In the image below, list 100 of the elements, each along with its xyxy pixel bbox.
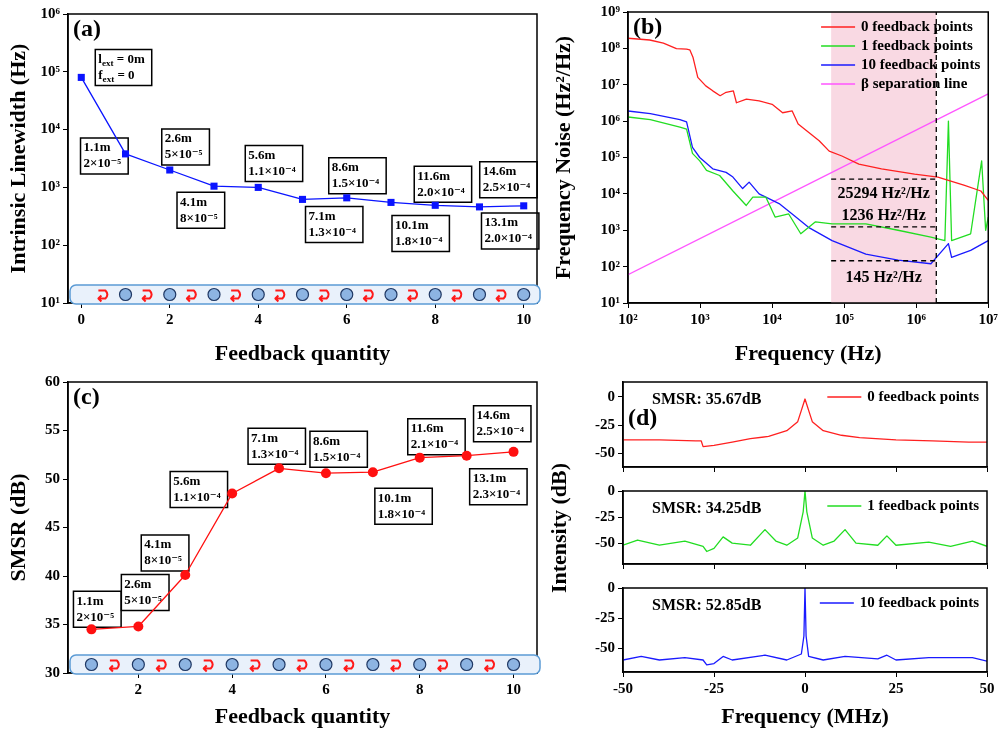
annotation: 11.6m 2.1×10⁻⁴ (410, 420, 459, 452)
annotation: 5.6m 1.1×10⁻⁴ (173, 472, 221, 504)
x-axis-title: Feedback quantity (214, 703, 391, 729)
y-tick-label: 10³ (600, 221, 621, 238)
annotation: 2.6m 5×10⁻⁵ (164, 130, 203, 162)
x-tick-label: 6 (322, 680, 331, 697)
y-tick-label: 10¹ (40, 293, 60, 310)
y-tick-label: -25 (595, 415, 615, 432)
annotation: 10.1m 1.8×10⁻⁴ (377, 489, 426, 521)
x-tick-label: 2 (134, 680, 143, 697)
annotation: 1.1m 2×10⁻⁵ (83, 139, 122, 171)
point (343, 194, 351, 202)
annotation: 4.1m 8×10⁻⁵ (180, 193, 218, 225)
annotation: 14.6m 2.5×10⁻⁴ (476, 407, 525, 439)
x-tick-label: 10⁷ (978, 310, 999, 327)
y-tick-label: 10³ (40, 178, 61, 195)
point (121, 150, 130, 158)
point (166, 166, 174, 174)
legend-label: 1 feedback points (867, 496, 980, 513)
x-tick-label: 6 (343, 310, 351, 327)
annotation: SMSR: 52.85dB (652, 596, 762, 614)
annotation: 4.1m 8×10⁻⁵ (144, 536, 183, 568)
y-tick-label: 10⁴ (40, 120, 61, 137)
point (431, 201, 439, 209)
point (387, 198, 395, 206)
y-axis-title: SMSR (dB) (4, 473, 30, 582)
x-axis-title: Frequency (Hz) (734, 340, 882, 366)
annotation: 1.1m 2×10⁻⁵ (76, 592, 115, 624)
y-axis-title: Frequency Noise (Hz²/Hz) (549, 35, 575, 280)
x-tick-label: 8 (416, 680, 424, 697)
legend-label: β separation line (861, 74, 968, 91)
annotation: 13.1m 2.3×10⁻⁴ (472, 470, 521, 502)
legend-label: 0 feedback points (861, 17, 973, 34)
y-tick-label: 0 (607, 578, 615, 595)
annotation: 5.6m 1.1×10⁻⁴ (248, 146, 296, 178)
point (180, 570, 191, 581)
point (86, 624, 97, 635)
y-tick-label: 35 (45, 615, 60, 632)
y-tick-label: -25 (595, 507, 615, 524)
x-tick-label: 10⁶ (906, 310, 927, 327)
y-tick-label: 10⁶ (600, 112, 621, 128)
point (274, 463, 285, 474)
legend-label: 10 feedback points (861, 55, 981, 72)
y-tick-label: 10⁷ (600, 75, 621, 92)
y-tick-label: 10² (40, 236, 61, 253)
point (254, 183, 262, 191)
annotation: 13.1m 2.0×10⁻⁴ (484, 214, 532, 246)
point (133, 621, 144, 632)
y-axis-title: Intensity (dB) (546, 462, 572, 593)
y-tick-label: 10⁹ (600, 2, 621, 19)
point (320, 468, 331, 479)
annotation: 8.6m 1.5×10⁻⁴ (331, 159, 380, 191)
y-axis-title: Intrinsic Linewidth (Hz) (4, 43, 30, 274)
ref-line-label: 25294 Hz²/Hz (837, 184, 930, 202)
point (227, 488, 238, 499)
y-tick-label: 60 (45, 372, 60, 389)
y-tick-label: -25 (595, 608, 615, 625)
ref-line-label: 1236 Hz²/Hz (841, 206, 926, 224)
point (210, 182, 218, 190)
point (77, 73, 85, 81)
x-tick-label: 8 (431, 310, 439, 327)
legend-label: 0 feedback points (867, 387, 980, 404)
chart-title: (c) (73, 383, 100, 410)
annotation: 11.6m 2.0×10⁻⁴ (417, 167, 465, 199)
legend-label: 1 feedback points (861, 36, 973, 53)
annotation: 10.1m 1.8×10⁻⁴ (394, 216, 443, 248)
x-tick-label: 10 (506, 680, 522, 697)
y-tick-label: 10⁶ (40, 4, 61, 21)
x-tick-label: 10 (516, 310, 532, 327)
x-tick-label: 10³ (690, 310, 711, 327)
x-tick-label: 10² (618, 310, 639, 327)
x-axis-title: Feedback quantity (214, 340, 391, 366)
x-axis-title: Frequency (MHz) (721, 703, 889, 729)
y-tick-label: 10² (600, 257, 621, 274)
y-tick-label: -50 (595, 444, 615, 461)
y-tick-label: 40 (45, 566, 60, 583)
point (508, 446, 519, 457)
annotation: 14.6m 2.5×10⁻⁴ (482, 163, 531, 195)
y-tick-label: -50 (595, 638, 615, 655)
point (414, 452, 425, 463)
point (298, 195, 307, 203)
x-tick-label: 2 (166, 310, 174, 327)
y-tick-label: 30 (45, 663, 60, 680)
x-tick-label: 0 (801, 679, 809, 696)
x-tick-label: 4 (228, 680, 237, 697)
x-tick-label: 10⁴ (762, 310, 783, 327)
y-tick-label: 10⁵ (40, 62, 61, 79)
x-tick-label: 25 (888, 679, 904, 696)
y-tick-label: 0 (607, 387, 615, 404)
annotation: 2.6m 5×10⁻⁵ (124, 575, 163, 607)
point (520, 202, 528, 210)
y-tick-label: 10¹ (600, 293, 620, 310)
chart-title: (b) (633, 13, 663, 40)
point (461, 450, 472, 461)
x-tick-label: 10⁵ (834, 310, 855, 327)
y-tick-label: 10⁸ (600, 39, 621, 56)
ref-line-label: 145 Hz²/Hz (845, 267, 922, 285)
x-tick-label: 50 (979, 679, 995, 696)
annotation: SMSR: 34.25dB (652, 499, 762, 517)
point (367, 467, 378, 478)
